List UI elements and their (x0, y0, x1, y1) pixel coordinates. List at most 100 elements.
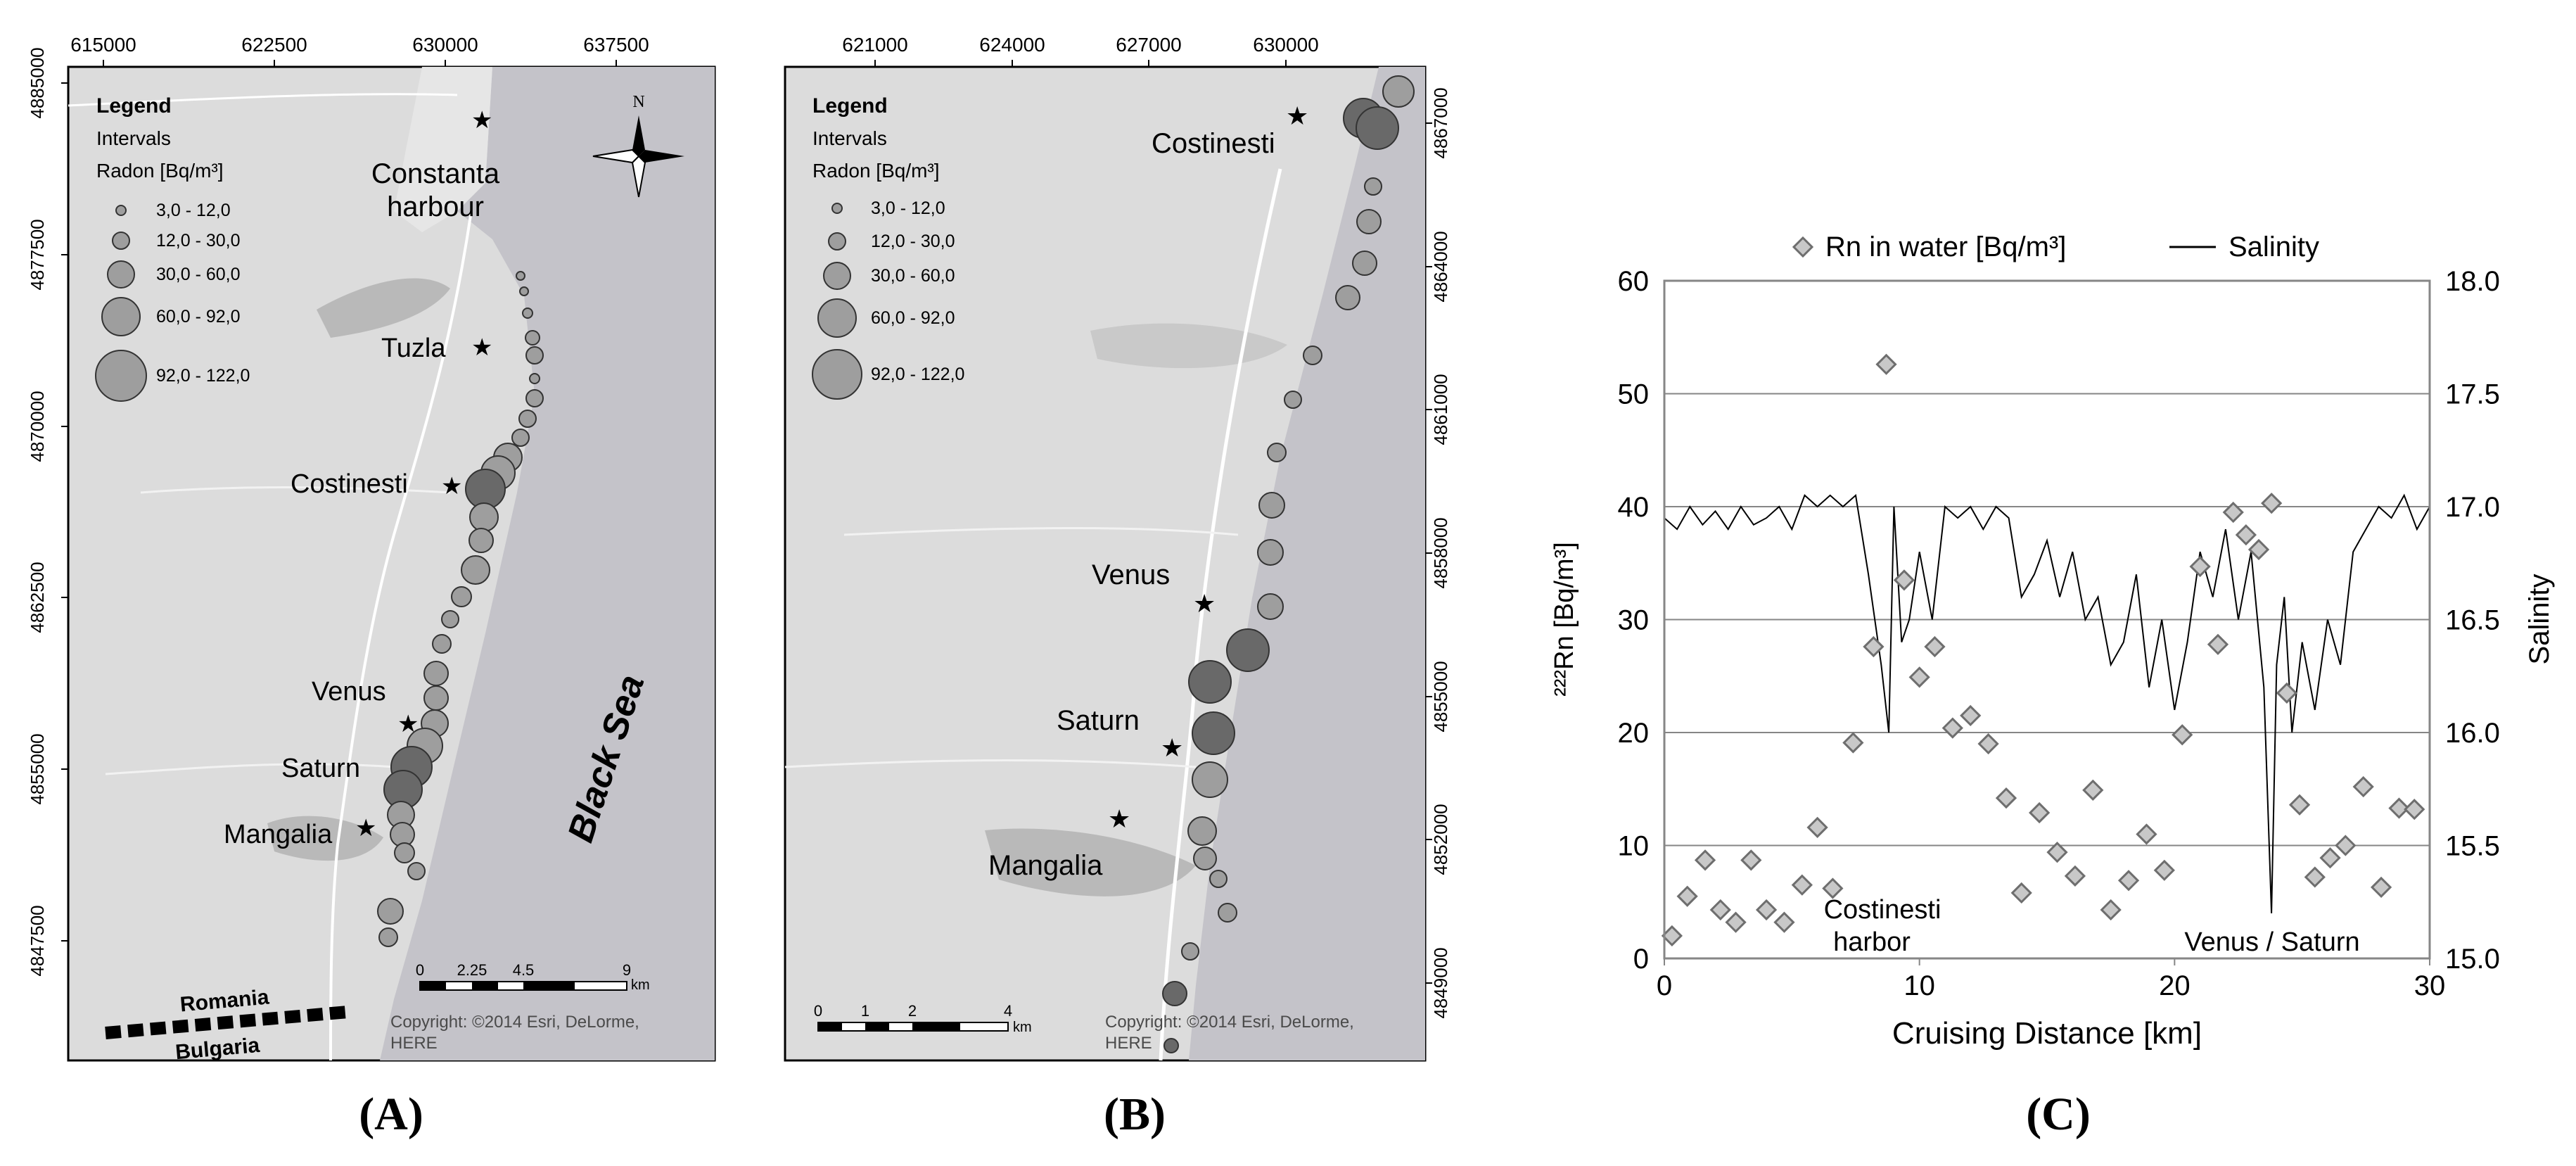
rn-point (1791, 874, 1813, 896)
y2-tick-label: 16.0 (2445, 718, 2500, 749)
sample-point (468, 528, 494, 553)
star-icon: ★ (1108, 804, 1130, 833)
panel-b-scale-bar: 0 1 2 4 km (814, 1002, 1032, 1035)
legend-symbol-3 (823, 262, 851, 290)
sample-point (525, 346, 544, 365)
legend-salinity: Salinity (2229, 232, 2319, 262)
sample-point (432, 634, 452, 654)
rn-point (2388, 797, 2410, 819)
place-label: Saturn (281, 754, 360, 783)
sample-point (423, 661, 449, 686)
x-tick-label: 630000 (1253, 34, 1318, 56)
rn-point (1740, 849, 1762, 871)
panel-a-axes: 615000 622500 630000 637500 4885000 4877500 4… (27, 34, 649, 977)
rn-point (2010, 882, 2032, 904)
rn-point (2352, 775, 2374, 798)
place-label: Venus (1092, 559, 1170, 590)
star-icon: ★ (471, 334, 492, 361)
panel-a-scale-bar: 0 2.25 4.5 9 km (416, 961, 650, 993)
sample-point (1162, 981, 1187, 1006)
rn-point (1842, 732, 1864, 754)
rn-point (2028, 801, 2051, 824)
legend-class-3: 30,0 - 60,0 (156, 265, 241, 284)
y-tick-label: 20 (1618, 718, 1650, 749)
rn-point (2370, 876, 2392, 899)
rn-point (2235, 524, 2257, 546)
sample-point (407, 862, 426, 880)
legend-class-1: 3,0 - 12,0 (871, 198, 945, 218)
y-tick-label: 4862500 (27, 562, 48, 633)
sample-point (1193, 847, 1217, 870)
rn-point (1709, 899, 1731, 921)
sample-point (1188, 660, 1232, 704)
x-tick-label: 637500 (583, 34, 649, 56)
rn-point (2172, 724, 2193, 746)
y-tick-label: 4855000 (1430, 661, 1451, 732)
y-tick-label: 4852000 (1430, 804, 1451, 875)
legend-title: Legend (96, 94, 172, 118)
copyright: Copyright: ©2014 Esri, DeLorme, (1105, 1013, 1354, 1032)
y2-tick-label: 15.0 (2445, 944, 2500, 975)
sample-point (1218, 903, 1237, 923)
panel-a-samples (377, 271, 544, 947)
rn-point (1977, 733, 1999, 755)
place-label: Mangalia (224, 820, 333, 849)
panel-a-legend: Legend Intervals Radon [Bq/m³] 3,0 - 12,… (95, 94, 250, 402)
sample-point (1192, 711, 1235, 755)
legend-symbol-1 (115, 205, 127, 216)
y2-tick-label: 16.5 (2445, 605, 2500, 636)
rn-point (1661, 925, 1683, 947)
sample-point (378, 927, 398, 947)
legend-symbol-2 (828, 232, 846, 251)
y-tick-label: 50 (1618, 379, 1650, 410)
diamond-marker-icon (1792, 236, 1814, 258)
sample-point (519, 286, 529, 296)
rn-point (2064, 865, 2086, 887)
sample-point (522, 308, 533, 319)
y-tick-label: 30 (1618, 605, 1650, 636)
y-tick-label: 4877500 (27, 219, 48, 290)
y-tick-label: 4861000 (1430, 374, 1451, 445)
y2-tick-label: 15.5 (2445, 831, 2500, 862)
legend-symbol-4 (101, 297, 141, 336)
rn-point (1995, 787, 2017, 809)
panel-label-c: (C) (2026, 1089, 2091, 1140)
rn-point (1941, 717, 1963, 739)
scale-unit: km (631, 977, 650, 993)
x-tick-label: 20 (2159, 970, 2191, 1001)
rn-point (1893, 569, 1915, 591)
scale-tick: 1 (861, 1002, 869, 1020)
legend-subtitle: Intervals (812, 127, 887, 149)
legend-symbol-2 (112, 232, 130, 250)
legend-class-5: 92,0 - 122,0 (871, 365, 964, 384)
legend-title: Legend (812, 94, 888, 118)
rn-point (2153, 859, 2175, 881)
rn-point (1773, 911, 1795, 933)
y-tick-label: 4870000 (27, 391, 48, 462)
sample-point (516, 271, 525, 281)
rn-point (1694, 849, 1716, 871)
x-tick-label: 624000 (979, 34, 1045, 56)
place-label: harbour (387, 191, 484, 222)
sample-point (1209, 870, 1228, 888)
sample-point (1258, 492, 1285, 519)
annotation: Costinesti (1824, 895, 1941, 925)
scale-tick: 2.25 (457, 961, 487, 979)
x-axis-title: Cruising Distance [km] (1892, 1016, 2202, 1051)
place-label: Costinesti (291, 469, 408, 499)
legend-class-3: 30,0 - 60,0 (871, 266, 955, 286)
sample-point (1187, 816, 1217, 846)
x-tick-label: 30 (2414, 970, 2446, 1001)
scale-tick: 0 (814, 1002, 822, 1020)
place-label: Tuzla (381, 334, 446, 363)
rn-point (2046, 842, 2068, 863)
y-tick-label: 4858000 (1430, 517, 1451, 588)
place-label: Saturn (1057, 705, 1140, 736)
scale-tick: 4.5 (513, 961, 535, 979)
x-tick-label: 622500 (241, 34, 307, 56)
panel-b-places: ★ Costinesti ★ Venus ★ Saturn ★ Mangalia (988, 101, 1308, 881)
rn-point (1863, 635, 1885, 658)
plot-frame (1663, 279, 2431, 960)
rn-point (2261, 493, 2283, 514)
